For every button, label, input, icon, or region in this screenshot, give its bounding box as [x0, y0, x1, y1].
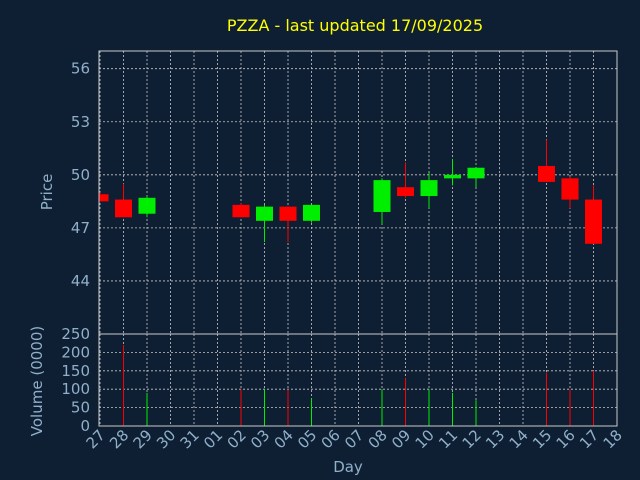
x-tick-label: 08	[365, 426, 391, 452]
x-tick-label: 10	[412, 426, 438, 452]
x-tick-label: 09	[388, 426, 414, 452]
price-panel-frame	[98, 50, 618, 335]
price-tick-label: 50	[71, 166, 90, 184]
volume-axis-label: Volume (0000)	[28, 326, 46, 436]
x-tick-label: 28	[106, 426, 132, 452]
volume-tick-label: 250	[61, 325, 90, 343]
candle-body	[256, 206, 273, 221]
x-tick-label: 02	[224, 426, 250, 452]
price-axis-label: Price	[38, 174, 56, 211]
x-tick-label: 14	[506, 426, 532, 452]
candle-body	[303, 204, 320, 221]
price-tick-label: 56	[71, 60, 90, 78]
x-tick-label: 15	[529, 426, 555, 452]
x-tick-label: 16	[553, 426, 579, 452]
candle-body	[538, 165, 555, 182]
x-tick-label: 29	[130, 426, 156, 452]
volume-tick-label: 150	[61, 362, 90, 380]
x-tick-label: 17	[576, 426, 602, 452]
candle-body	[397, 187, 414, 197]
x-tick-label: 12	[459, 426, 485, 452]
candle-body	[279, 206, 297, 221]
x-tick-label: 31	[177, 426, 203, 452]
x-axis-label: Day	[333, 458, 363, 476]
x-tick-label: 07	[341, 426, 367, 452]
x-tick-label: 01	[200, 426, 226, 452]
candle-body	[373, 180, 391, 212]
x-tick-label: 03	[247, 426, 273, 452]
candle-body	[232, 204, 250, 218]
x-tick-label: 04	[271, 426, 297, 452]
volume-tick-label: 0	[80, 417, 90, 435]
candle-body	[467, 167, 485, 179]
candle-body	[585, 199, 602, 244]
price-tick-label: 53	[71, 113, 90, 131]
price-panel: 44 47 50 53 56	[71, 50, 618, 335]
candle-body	[138, 197, 156, 214]
x-tick-label: 11	[435, 426, 461, 452]
candle-body	[420, 180, 438, 197]
price-tick-label: 44	[71, 272, 90, 290]
x-tick-label: 06	[318, 426, 344, 452]
x-tick-label: 18	[600, 426, 626, 452]
volume-tick-label: 100	[61, 380, 90, 398]
volume-panel: 0501001502002502728293031010203040506070…	[61, 325, 625, 452]
price-tick-label: 47	[71, 219, 90, 237]
candle-body	[115, 199, 132, 218]
candle-body	[561, 178, 579, 200]
x-tick-label: 05	[294, 426, 320, 452]
chart-title: PZZA - last updated 17/09/2025	[227, 16, 483, 35]
volume-tick-label: 50	[71, 399, 90, 417]
volume-tick-label: 200	[61, 343, 90, 361]
volume-panel-frame	[98, 333, 618, 427]
x-tick-label: 30	[153, 426, 179, 452]
x-tick-label: 13	[482, 426, 508, 452]
candle-body	[444, 174, 461, 179]
candle-body	[99, 194, 109, 202]
